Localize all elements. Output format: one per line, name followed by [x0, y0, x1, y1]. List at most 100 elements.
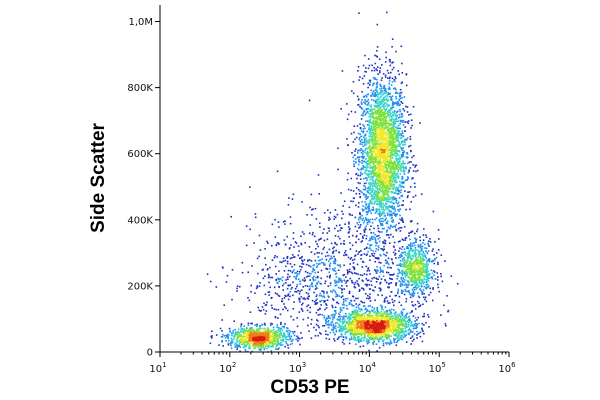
- data-point: [354, 339, 356, 341]
- data-point: [379, 83, 381, 86]
- data-point: [367, 267, 370, 269]
- data-point: [377, 73, 379, 75]
- data-point: [404, 275, 406, 277]
- data-point: [400, 181, 402, 184]
- data-point: [384, 218, 387, 221]
- data-point: [391, 192, 393, 194]
- data-point: [362, 145, 365, 148]
- data-point: [360, 254, 362, 257]
- data-point: [438, 290, 440, 293]
- data-point: [416, 228, 419, 231]
- data-point: [389, 76, 391, 78]
- data-point: [366, 285, 368, 287]
- data-point: [407, 267, 409, 269]
- data-point: [365, 211, 368, 213]
- data-point: [376, 194, 379, 196]
- data-point: [211, 330, 213, 332]
- data-point: [370, 173, 372, 176]
- data-point: [307, 317, 309, 319]
- data-point: [358, 98, 360, 100]
- data-point: [355, 303, 357, 305]
- data-point: [377, 234, 380, 237]
- data-point: [375, 167, 378, 169]
- data-point: [402, 277, 404, 279]
- data-point: [311, 270, 314, 273]
- data-point: [367, 210, 370, 212]
- data-point: [331, 298, 334, 300]
- data-point: [338, 325, 341, 327]
- data-point: [369, 181, 372, 184]
- data-point: [295, 335, 298, 337]
- data-point: [428, 294, 430, 296]
- data-point: [296, 285, 298, 288]
- data-point: [375, 272, 378, 274]
- data-point: [354, 333, 356, 335]
- data-point: [315, 329, 317, 331]
- data-point: [352, 281, 354, 284]
- data-point: [386, 310, 388, 312]
- data-point: [375, 122, 377, 125]
- data-point: [422, 263, 424, 266]
- data-point: [400, 121, 402, 123]
- data-point: [370, 110, 373, 112]
- data-point: [261, 344, 263, 346]
- data-point: [373, 227, 375, 230]
- data-point: [339, 266, 342, 268]
- data-point: [392, 317, 394, 319]
- data-point: [347, 256, 350, 259]
- data-point: [411, 324, 414, 327]
- data-point: [386, 222, 389, 225]
- data-point: [337, 319, 340, 321]
- data-point: [221, 336, 224, 338]
- data-point: [319, 282, 321, 284]
- data-point: [400, 219, 402, 221]
- data-point: [418, 296, 421, 299]
- data-point: [330, 324, 333, 327]
- data-point: [364, 293, 367, 295]
- data-point: [302, 302, 304, 305]
- data-point: [287, 269, 290, 272]
- data-point: [396, 275, 399, 277]
- data-point: [267, 331, 270, 333]
- data-point: [393, 273, 395, 275]
- data-point: [399, 260, 402, 262]
- data-point: [242, 335, 245, 338]
- data-point: [428, 326, 430, 328]
- data-point: [375, 314, 378, 316]
- data-point: [288, 329, 290, 332]
- data-point: [239, 333, 242, 336]
- data-point: [414, 249, 416, 252]
- data-point: [380, 91, 382, 94]
- data-point: [313, 235, 316, 238]
- data-point: [374, 129, 376, 132]
- data-point: [341, 303, 344, 306]
- data-point: [408, 244, 410, 246]
- data-point: [369, 245, 371, 247]
- data-point: [350, 303, 353, 306]
- data-point: [264, 275, 266, 277]
- data-point: [383, 193, 386, 196]
- data-point: [392, 144, 395, 147]
- data-point: [395, 88, 397, 91]
- data-point: [315, 218, 318, 220]
- data-point: [416, 260, 419, 262]
- data-point: [277, 317, 279, 319]
- data-point: [244, 350, 247, 353]
- data-point: [373, 130, 376, 133]
- data-point: [266, 327, 269, 329]
- data-point: [340, 333, 343, 336]
- data-point: [391, 135, 393, 138]
- data-point: [283, 297, 286, 299]
- data-point: [268, 275, 270, 277]
- data-point: [376, 117, 378, 119]
- data-point: [390, 112, 392, 115]
- data-point: [374, 200, 377, 203]
- data-point: [336, 321, 338, 324]
- data-point: [364, 103, 367, 105]
- data-point: [381, 213, 384, 216]
- data-point: [341, 210, 343, 213]
- data-point: [258, 255, 260, 258]
- data-point: [347, 329, 349, 332]
- data-point: [323, 239, 326, 242]
- data-point: [237, 328, 240, 330]
